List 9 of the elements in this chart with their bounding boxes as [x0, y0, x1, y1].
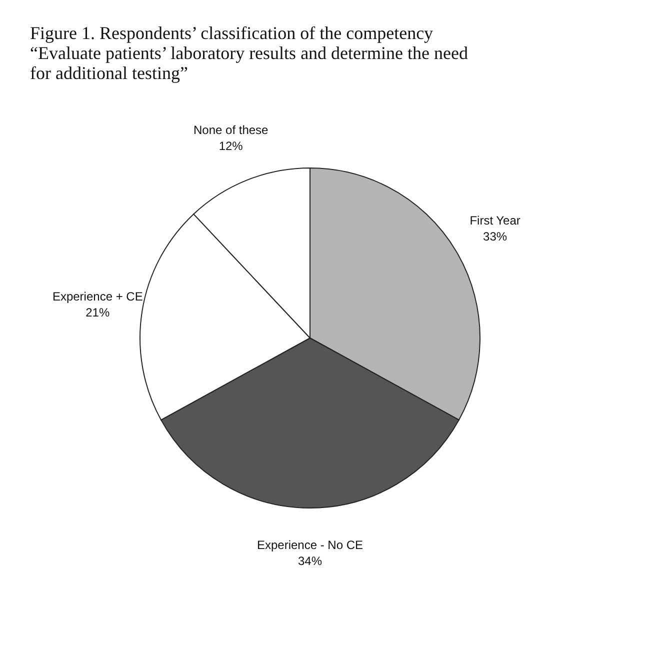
slice-label: None of these — [193, 123, 269, 138]
data-label: 21% — [86, 305, 110, 320]
chart-title: Figure 1. Respondents’ classification of the competency “Evaluate patients’ laboratory results and determine the need for additional testing” — [30, 23, 468, 83]
slice-label: Experience - No CE — [256, 538, 364, 552]
slice-label: First Year — [470, 214, 520, 228]
data-label: 33% — [483, 230, 508, 244]
slice-label: Experience + CE — [52, 289, 143, 304]
data-label: 34% — [298, 554, 322, 568]
data-label: 12% — [218, 139, 244, 154]
